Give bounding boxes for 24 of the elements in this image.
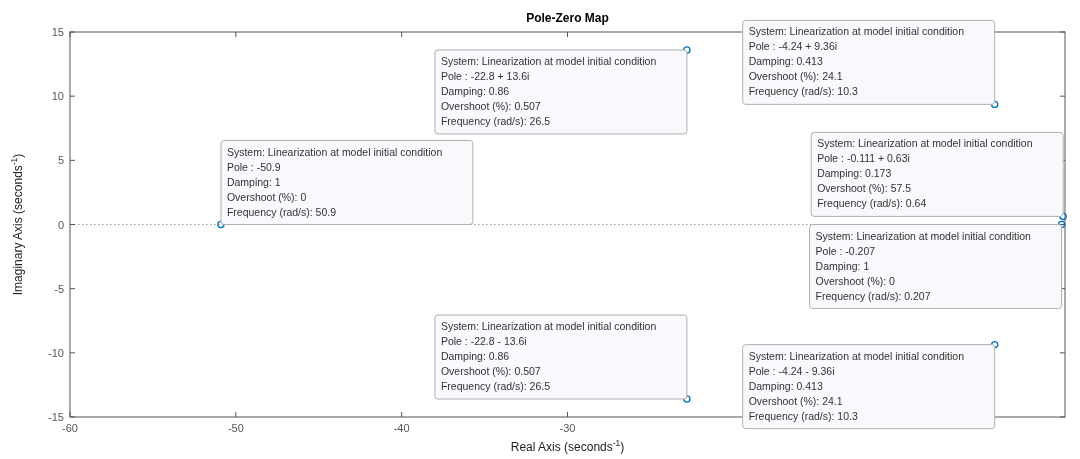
y-tick-label: -15 — [48, 411, 64, 423]
chart-title: Pole-Zero Map — [526, 11, 609, 25]
x-tick-label: -50 — [227, 422, 244, 434]
annotation: System: Linearization at model initial condition Pole : -4.24 - 9.36i Damping: 0.413 Overshoot (%): 24.1 Frequency (rad/s): 10.3 — [748, 349, 965, 422]
y-tick-label: 0 — [57, 218, 64, 231]
y-tick-label: -10 — [48, 346, 64, 359]
annotation: System: Linearization at model initial condition Pole : -22.8 - 13.6i Damping: 0.86 Overshoot (%): 0.507 Frequency (rad/s): 26.5 — [440, 320, 657, 393]
annotation: System: Linearization at model initial condition Pole : -22.8 + 13.6i Damping: 0.86 Overshoot (%): 0.507 Frequency (rad/s): 26.5 — [440, 54, 657, 127]
annotation: System: Linearization at model initial condition Pole : -4.24 + 9.36i Damping: 0.413 Overshoot (%): 24.1 Frequency (rad/s): 10.3 — [748, 25, 965, 98]
point — [990, 340, 999, 349]
point — [1057, 220, 1066, 229]
x-tick-label: -60 — [62, 422, 78, 434]
x-tick-label: -30 — [559, 422, 576, 434]
point — [990, 100, 999, 109]
annotation: System: Linearization at model initial condition Pole : -0.207 Damping: 1 Overshoot (%): 0 Frequency (rad/s): 0.207 — [815, 229, 1032, 302]
x-axis-title: Real Axis (seconds$^{-1}$) — [510, 438, 625, 454]
x-tick-label: -40 — [393, 422, 410, 434]
y-tick-label: 10 — [51, 90, 64, 103]
point — [1059, 212, 1067, 221]
y-tick-label: -5 — [54, 282, 64, 295]
annotation: System: Linearization at model initial condition Pole : -0.111 + 0.63i Damping: 0.173 Overshoot (%): 57.5 Frequency (rad/s): 0.64 — [817, 137, 1033, 210]
y-tick-label: 15 — [51, 26, 64, 38]
annotation: System: Linearization at model initial condition Pole : -50.9 Damping: 1 Overshoot (%): 0 Frequency (rad/s): 50.9 — [226, 145, 443, 218]
y-tick-label: 5 — [57, 154, 64, 167]
